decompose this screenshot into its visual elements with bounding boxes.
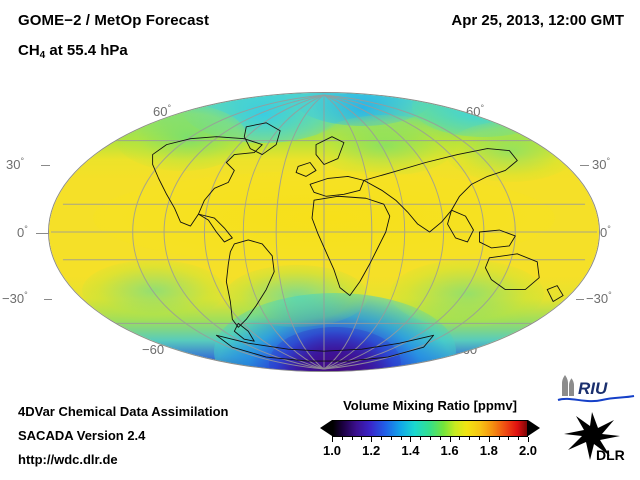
riu-logo: RIU: [556, 374, 636, 404]
coast-india: [447, 209, 474, 243]
meridian-60e: [323, 94, 406, 370]
coast-south-america: [225, 239, 275, 328]
colorbar-minor-tick: [459, 437, 461, 440]
colorbar-right-arrow: [528, 420, 540, 436]
colorbar-minor-tick: [381, 437, 382, 440]
meridian-90w: [204, 94, 325, 370]
colorbar-minor-tick: [498, 437, 500, 440]
colorbar: Volume Mixing Ratio [ppmv] 1.0 1.2 1.4 1.6 1…: [318, 398, 542, 470]
colorbar-tick-label: 1.2: [362, 443, 381, 458]
colorbar-major-tick: [371, 437, 373, 442]
colorbar-tick-labels: 1.0 1.2 1.4 1.6 1.8 2.0: [318, 443, 542, 461]
field-europe-green: [313, 115, 456, 177]
world-map: [48, 92, 600, 372]
coast-british-isles: [295, 162, 317, 177]
lat-tick-left-m30: [44, 299, 52, 300]
species-suffix: at 55.4 hPa: [45, 42, 128, 59]
colorbar-major-tick: [332, 437, 333, 442]
colorbar-minor-tick: [518, 437, 520, 440]
colorbar-tick-label: 2.0: [518, 443, 538, 458]
meridian-30w: [275, 94, 325, 370]
dlr-pinwheel-icon: [564, 412, 620, 460]
lat-tick-left-0: [36, 233, 50, 234]
mollweide-globe: [48, 92, 600, 372]
meridian-150w: [132, 94, 325, 370]
colorbar-minor-tick: [341, 437, 343, 440]
dlr-wordmark: DLR: [596, 447, 625, 462]
meridian-90e: [323, 94, 444, 370]
coast-mexico: [198, 213, 233, 243]
colorbar-title: Volume Mixing Ratio [ppmv]: [343, 398, 517, 413]
instrument-title: GOME−2 / MetOp Forecast: [18, 12, 210, 29]
species-prefix: CH: [18, 42, 40, 59]
colorbar-major-tick: [528, 437, 529, 442]
lat-label-left-0: 0°: [17, 224, 28, 240]
riu-wordmark: RIU: [578, 379, 608, 398]
coast-antarctic-peninsula: [233, 322, 255, 342]
coast-new-zealand: [546, 285, 564, 302]
footer-line-3[interactable]: http://wdc.dlr.de: [18, 452, 118, 467]
coast-greenland: [243, 122, 281, 156]
coast-asia: [363, 148, 518, 233]
colorbar-minor-tick: [430, 437, 431, 440]
map-overlay: [50, 94, 598, 370]
meridian-30e: [323, 94, 373, 370]
colorbar-ticks: [332, 437, 529, 443]
meridian-60w: [242, 94, 325, 370]
colorbar-minor-tick: [508, 437, 510, 440]
colorbar-minor-tick: [400, 437, 402, 440]
colorbar-tick-label: 1.8: [479, 443, 498, 458]
coast-scandinavia: [315, 136, 345, 165]
colorbar-major-tick: [488, 437, 490, 442]
footer-line-1: 4DVar Chemical Data Assimilation: [18, 404, 229, 419]
colorbar-major-tick: [410, 437, 412, 442]
coast-antarctica: [215, 334, 435, 362]
coast-indonesia: [478, 229, 516, 249]
colorbar-minor-tick: [420, 437, 422, 440]
colorbar-left-arrow: [320, 420, 332, 436]
coast-north-america: [152, 136, 263, 227]
colorbar-tick-label: 1.0: [322, 443, 342, 458]
lat-label-left-m30: −30°: [2, 290, 28, 306]
species-level-title: CH4 at 55.4 hPa: [18, 42, 128, 61]
meridian-150e: [323, 94, 516, 370]
field-south-pacific-wave: [82, 259, 225, 321]
colorbar-tick-label: 1.4: [401, 443, 420, 458]
field-east-asia-green: [445, 120, 577, 182]
coast-europe: [309, 175, 365, 197]
species-subscript: 4: [39, 50, 46, 61]
colorbar-minor-tick: [351, 437, 353, 440]
riu-swoosh-icon: [557, 395, 635, 403]
datetime-label: Apr 25, 2013, 12:00 GMT: [451, 12, 624, 29]
footer-line-2: SACADA Version 2.4: [18, 428, 146, 443]
colorbar-major-tick: [449, 437, 451, 442]
lat-tick-left-30: [41, 165, 50, 166]
coastlines: [152, 122, 564, 362]
lat-label-left-30: 30°: [6, 156, 25, 172]
coast-africa: [311, 195, 391, 296]
lat-label-right-0: 0°: [600, 224, 611, 240]
colorbar-gradient: [332, 420, 528, 437]
colorbar-minor-tick: [469, 437, 471, 440]
colorbar-minor-tick: [479, 437, 480, 440]
graticule: [50, 94, 598, 370]
colorbar-minor-tick: [361, 437, 363, 440]
meridian-120w: [163, 94, 325, 370]
colorbar-tick-label: 1.6: [440, 443, 459, 458]
riu-towers-icon: [562, 375, 574, 396]
dlr-logo: DLR: [562, 410, 636, 463]
colorbar-minor-tick: [439, 437, 441, 440]
field-south-indian-wave: [390, 259, 544, 327]
colorbar-minor-tick: [390, 437, 392, 440]
coast-australia: [484, 253, 540, 291]
